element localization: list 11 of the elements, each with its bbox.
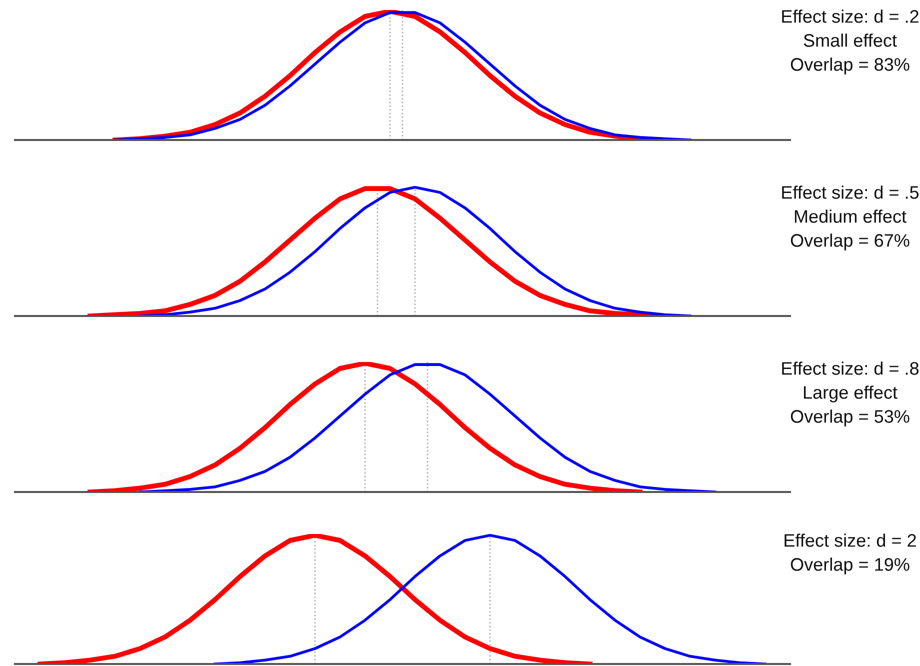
text: Overlap = 67% bbox=[790, 234, 910, 250]
annotation: Effect size: d = 2 bbox=[784, 534, 916, 547]
text: Large effect bbox=[804, 386, 898, 402]
annotation: Effect size: d = .5 bbox=[782, 186, 919, 199]
annotation: Effect size: d = .2 bbox=[782, 10, 918, 23]
annotation: Effect size: d = .8 bbox=[782, 362, 919, 375]
text: Overlap = 19% bbox=[790, 558, 910, 574]
text: Medium effect bbox=[794, 210, 906, 223]
text: Overlap = 83% bbox=[790, 58, 910, 74]
text: Small effect bbox=[804, 34, 897, 47]
text: Overlap = 53% bbox=[790, 410, 910, 426]
